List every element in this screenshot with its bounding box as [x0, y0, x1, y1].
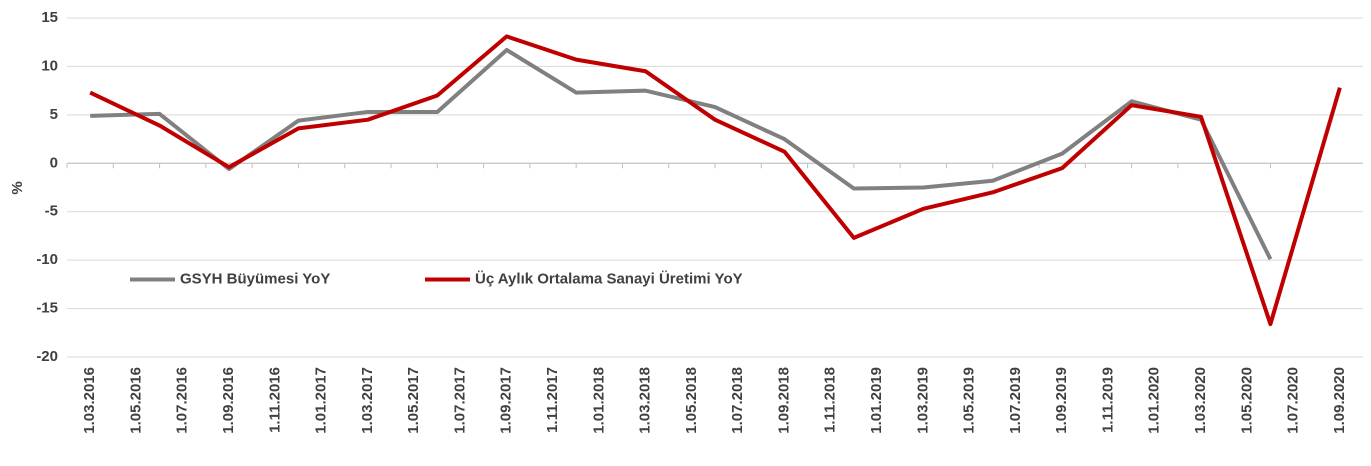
x-tick-label: 1.03.2019 — [914, 367, 931, 434]
x-tick-label: 1.09.2018 — [775, 367, 792, 434]
x-tick-label: 1.11.2017 — [544, 367, 561, 433]
x-tick-label: 1.05.2018 — [683, 367, 700, 434]
x-tick-label: 1.07.2016 — [174, 367, 191, 434]
x-tick-label: 1.07.2017 — [451, 367, 468, 434]
x-tick-label: 1.09.2019 — [1053, 367, 1070, 434]
legend-label: GSYH Büyümesi YoY — [180, 270, 330, 287]
y-tick-label: 15 — [41, 9, 58, 26]
series-line — [89, 34, 1342, 327]
x-tick-label: 1.01.2018 — [590, 367, 607, 434]
x-tick-label: 1.09.2020 — [1331, 367, 1348, 434]
x-tick-label: 1.03.2018 — [637, 367, 654, 434]
x-tick-label: 1.03.2017 — [359, 367, 376, 434]
y-axis-label: % — [9, 181, 26, 194]
x-tick-label: 1.03.2016 — [81, 367, 98, 434]
x-tick-label: 1.01.2020 — [1146, 367, 1163, 434]
legend-label: Üç Aylık Ortalama Sanayi Üretimi YoY — [475, 270, 743, 287]
y-tick-label: -20 — [36, 348, 58, 365]
x-tick-label: 1.09.2016 — [220, 367, 237, 434]
x-tick-label: 1.05.2016 — [127, 367, 144, 434]
x-tick-label: 1.09.2017 — [498, 367, 515, 434]
x-tick-label: 1.01.2017 — [313, 367, 330, 434]
x-tick-label: 1.05.2017 — [405, 367, 422, 434]
series-line — [90, 47, 1273, 261]
x-tick-label: 1.05.2019 — [961, 367, 978, 434]
x-tick-label: 1.03.2020 — [1192, 367, 1209, 434]
y-tick-label: 0 — [50, 154, 58, 171]
x-tick-label: 1.11.2016 — [266, 367, 283, 433]
y-tick-label: -5 — [45, 203, 58, 220]
y-tick-label: -10 — [36, 251, 58, 268]
x-tick-label: 1.01.2019 — [868, 367, 885, 434]
x-tick-label: 1.11.2018 — [822, 367, 839, 433]
x-tick-label: 1.11.2019 — [1099, 367, 1116, 433]
x-tick-label: 1.07.2018 — [729, 367, 746, 434]
y-tick-label: -15 — [36, 300, 58, 317]
y-tick-label: 5 — [50, 106, 58, 123]
y-tick-label: 10 — [41, 57, 58, 74]
x-tick-label: 1.07.2019 — [1007, 367, 1024, 434]
x-tick-label: 1.07.2020 — [1285, 367, 1302, 434]
x-tick-label: 1.05.2020 — [1238, 367, 1255, 434]
